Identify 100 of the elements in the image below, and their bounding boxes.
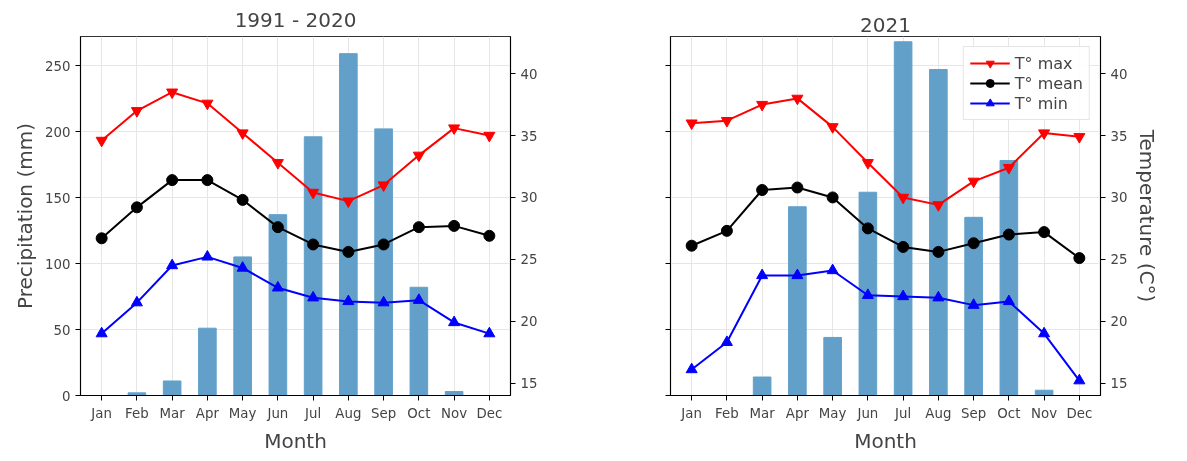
y2-tick-label: 15 — [520, 376, 538, 392]
point — [720, 117, 733, 128]
bar — [964, 216, 983, 396]
x-tick-label: Nov — [1031, 405, 1058, 421]
x-tick-label: Oct — [997, 405, 1021, 421]
x-tick-label: Jan — [680, 405, 702, 421]
bar — [788, 206, 807, 396]
point — [377, 295, 390, 307]
point — [307, 238, 320, 251]
point — [1073, 133, 1086, 144]
point — [897, 289, 910, 301]
bar — [999, 160, 1019, 396]
x-tick-label: May — [818, 405, 847, 421]
point — [166, 174, 179, 187]
bar — [374, 128, 393, 396]
point — [826, 123, 839, 134]
y-tick-label: 100 — [45, 256, 71, 272]
point — [826, 263, 839, 275]
point — [201, 174, 214, 187]
point — [756, 268, 769, 280]
point — [967, 298, 980, 309]
point — [201, 250, 214, 261]
x-tick-label: Jan — [90, 405, 112, 421]
point — [685, 239, 698, 252]
point — [412, 293, 425, 304]
point — [1002, 164, 1015, 175]
point — [1038, 226, 1051, 239]
y-tick-label: 200 — [45, 124, 71, 140]
y-tick-label: 0 — [62, 388, 71, 404]
point — [201, 99, 214, 111]
point — [932, 201, 945, 212]
point — [95, 326, 108, 338]
bar — [893, 41, 913, 396]
x-tick-label: Aug — [925, 405, 952, 421]
y2-tick-label: 20 — [520, 314, 538, 330]
bar — [339, 53, 358, 396]
x-axis-title: Month — [264, 428, 327, 453]
point — [826, 191, 839, 204]
y2-tick-label: 35 — [520, 128, 538, 144]
legend-label: T° max — [1014, 53, 1073, 73]
point — [932, 290, 945, 302]
point — [861, 222, 874, 235]
bar — [858, 191, 878, 396]
point — [236, 261, 249, 272]
x-tick-label: May — [228, 405, 257, 421]
point — [1002, 294, 1015, 306]
point — [897, 193, 910, 205]
bar — [162, 380, 182, 396]
point — [95, 232, 108, 245]
y2-tick-label: 40 — [520, 66, 538, 82]
y2-tick-label: 40 — [1110, 66, 1128, 82]
point — [130, 295, 143, 307]
x-tick-label: Sep — [961, 405, 987, 421]
point — [307, 290, 320, 302]
point — [130, 201, 143, 214]
point — [130, 107, 143, 118]
point — [95, 136, 108, 148]
point — [720, 224, 733, 237]
point — [756, 100, 769, 112]
bar — [752, 376, 772, 396]
y-axis-title: Precipitation (mm) — [13, 123, 38, 309]
point — [483, 131, 496, 143]
point — [236, 129, 249, 140]
point — [720, 335, 733, 346]
point — [377, 181, 390, 192]
point — [1038, 129, 1051, 140]
point — [377, 238, 390, 251]
point — [448, 219, 461, 232]
point — [236, 193, 249, 206]
point — [685, 119, 698, 131]
bar — [127, 392, 147, 396]
point — [271, 280, 284, 292]
x-tick-label: Oct — [407, 405, 431, 421]
point — [342, 197, 355, 208]
bar — [823, 336, 842, 396]
point — [1073, 373, 1086, 385]
point — [412, 151, 425, 163]
point — [271, 221, 284, 234]
point — [932, 245, 945, 258]
point — [483, 229, 496, 242]
point — [448, 124, 461, 135]
point — [166, 88, 179, 100]
x-tick-label: Jul — [304, 405, 322, 421]
y2-tick-label: 25 — [520, 252, 538, 268]
point — [448, 315, 461, 327]
y2-tick-label: 15 — [1110, 376, 1128, 392]
y2-tick-label: 35 — [1110, 128, 1128, 144]
y2-tick-label: 30 — [520, 190, 538, 206]
x-tick-label: Feb — [125, 405, 149, 421]
x-tick-label: Nov — [441, 405, 468, 421]
point — [685, 362, 698, 374]
point — [342, 294, 355, 306]
y2-tick-label: 30 — [1110, 190, 1128, 206]
y2-tick-label: 25 — [1110, 252, 1128, 268]
bar — [444, 391, 464, 396]
point — [271, 159, 284, 170]
bar — [198, 327, 217, 396]
x-tick-label: Apr — [195, 405, 220, 421]
x-tick-label: Jun — [856, 405, 879, 421]
point — [967, 177, 980, 189]
